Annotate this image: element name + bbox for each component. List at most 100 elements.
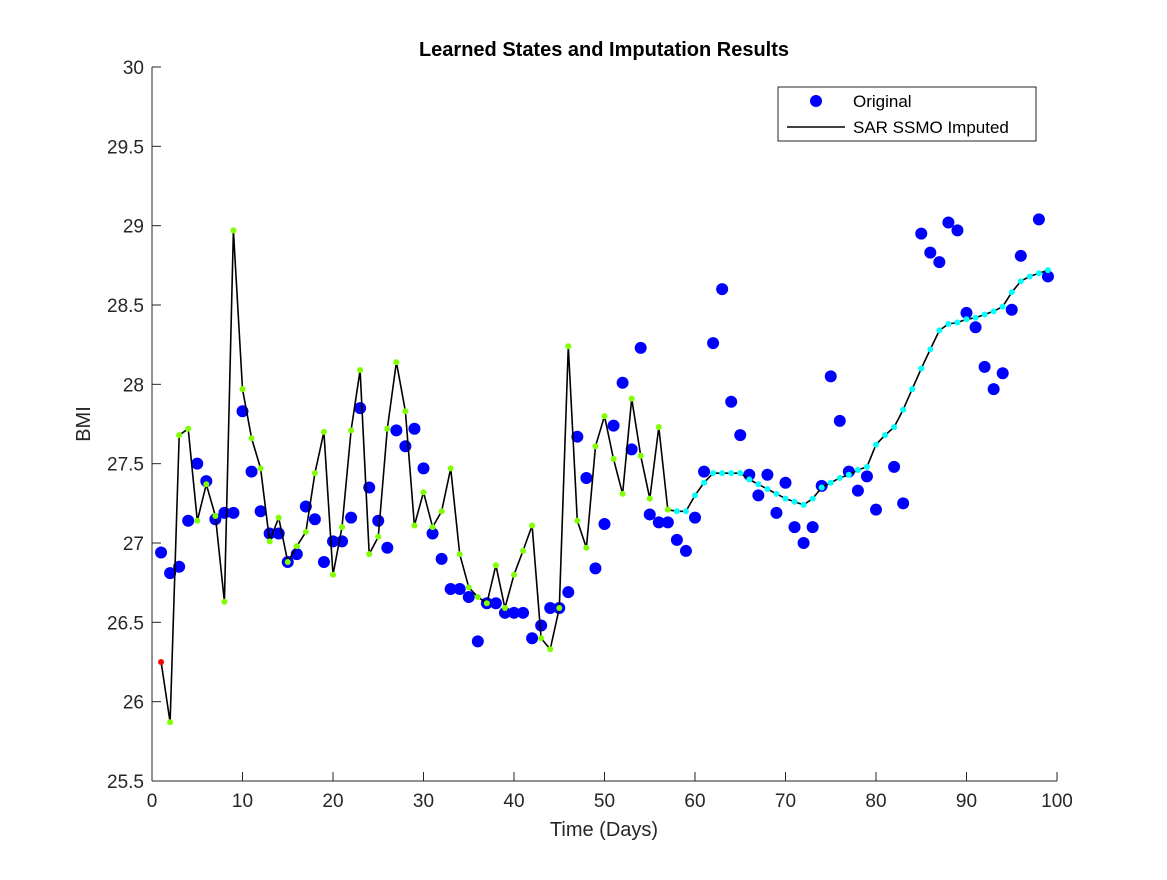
original-point [471,635,484,648]
x-tick-label: 60 [684,791,705,812]
original-point [345,511,358,524]
legend-label-original: Original [853,92,912,111]
original-point [824,370,837,383]
learned-state-point-green [194,517,201,524]
original-point [317,556,330,569]
imputed-state-point-cyan [827,479,834,486]
original-point [625,443,638,456]
y-tick-label: 29 [123,217,144,238]
original-point [435,552,448,565]
original-point [960,306,973,319]
x-tick-label: 40 [503,791,524,812]
original-point [933,256,946,269]
imputed-state-point-cyan [773,490,780,497]
original-point [679,544,692,557]
learned-state-point-green [375,533,382,540]
original-point [987,383,1000,396]
imputed-state-point-cyan [972,314,979,321]
learned-state-point-green [420,489,427,496]
learned-state-point-green [221,598,228,605]
imputed-state-point-cyan [981,311,988,318]
learned-state-point-green [465,584,472,591]
original-point [978,360,991,373]
original-point [752,489,765,502]
original-point [833,414,846,427]
original-point [788,521,801,534]
imputed-state-point-cyan [1017,278,1024,285]
learned-state-point-green [348,427,355,434]
learned-state-point-green [447,465,454,472]
imputed-state-point-cyan [999,303,1006,310]
original-point [1032,213,1045,226]
original-point [897,497,910,510]
imputed-state-point-cyan [854,467,861,474]
x-tick-label: 30 [413,791,434,812]
imputed-state-point-cyan [791,498,798,505]
original-point [698,465,711,478]
legend-box [777,86,1037,142]
original-point [725,395,738,408]
learned-state-point-green [248,435,255,442]
learned-state-point-green [411,522,418,529]
original-point [951,224,964,237]
imputed-state-point-cyan [755,481,762,488]
learned-state-point-green [384,425,391,432]
imputed-state-point-cyan [954,319,961,326]
original-point [462,590,475,603]
learned-state-point-green [429,524,436,531]
imputed-state-point-cyan [728,470,735,477]
x-axis-label: Time (Days) [550,819,658,841]
learned-state-point-green [311,470,318,477]
original-point [870,503,882,516]
imputed-state-point-cyan [882,432,889,439]
learned-state-point-green [167,719,174,726]
y-tick-label: 25.5 [107,772,144,793]
original-point [571,430,584,443]
original-point [779,476,792,489]
original-point [1005,303,1018,316]
x-tick-label: 70 [775,791,796,812]
imputed-state-point-cyan [764,486,771,493]
learned-state-point-green [203,481,210,488]
original-point [308,513,321,526]
learned-state-point-green [529,522,536,529]
imputed-state-point-cyan [737,470,744,477]
original-point [227,506,240,519]
learned-state-point-green [538,635,545,642]
y-tick-label: 26 [123,693,144,714]
learned-state-point-green [339,524,346,531]
plot-area [155,213,1054,726]
original-point [806,521,819,534]
original-point [589,562,602,575]
original-point [915,227,928,240]
learned-state-point-green [601,413,608,420]
imputed-state-point-cyan [682,508,689,515]
axes: 0 10 20 30 40 50 60 70 80 90 100 25.5 26 26.5 27 27.5 28… [107,58,1073,812]
original-point [562,586,575,599]
original-point [263,527,276,540]
original-point [535,619,548,632]
original-point [734,429,747,442]
original-point [924,246,937,259]
learned-state-point-green [239,386,246,393]
chart-title: Learned States and Imputation Results [419,39,789,61]
learned-state-point-green [646,495,653,502]
learned-state-point-green [275,514,282,521]
original-point [245,465,258,478]
original-point [851,484,864,497]
learned-state-point-green [438,508,445,515]
original-point [517,606,530,619]
learned-state-point-green [637,452,644,459]
learned-state-point-green [619,490,626,497]
learned-state-point-green [628,395,635,402]
learned-state-point-green [655,424,662,431]
imputed-state-point-cyan [1026,273,1033,280]
y-tick-label: 26.5 [107,613,144,634]
imputed-state-point-cyan [673,508,680,515]
original-point [155,546,168,559]
original-point [842,465,855,478]
learned-state-point-green [320,428,327,435]
y-tick-label: 29.5 [107,137,144,158]
imputed-state-point-cyan [1044,267,1051,274]
